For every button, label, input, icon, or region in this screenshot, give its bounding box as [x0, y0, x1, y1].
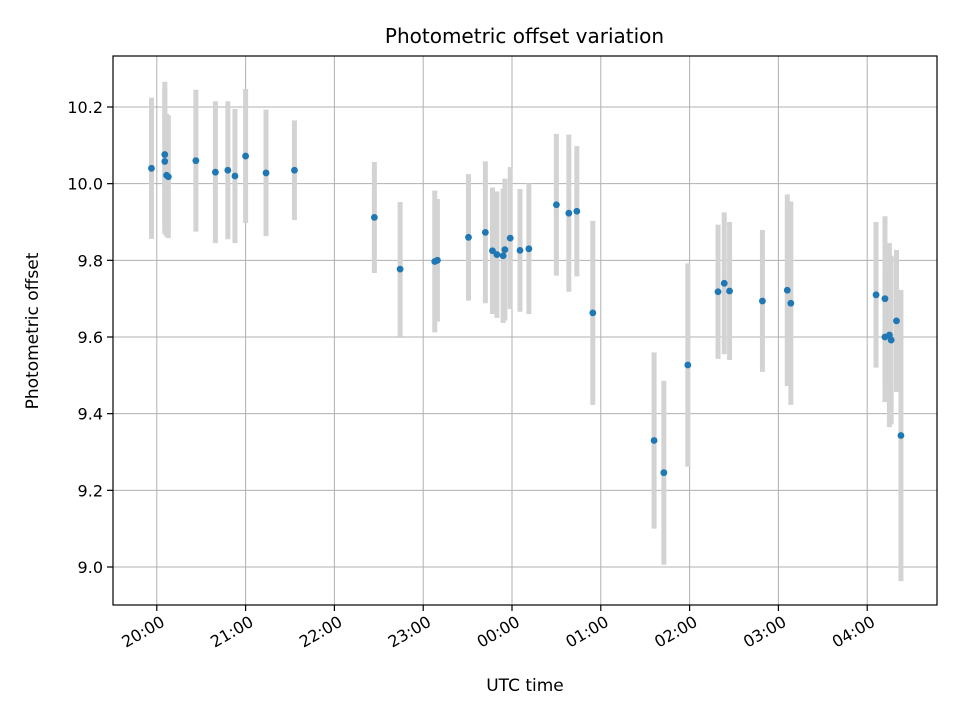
data-point — [893, 317, 900, 325]
data-point — [465, 233, 472, 241]
data-point — [231, 172, 239, 180]
data-point — [396, 265, 404, 273]
data-point — [212, 168, 219, 176]
data-point — [499, 252, 507, 260]
data-point — [489, 247, 496, 255]
data-point — [720, 279, 728, 287]
data-point — [881, 295, 889, 303]
chart-title: Photometric offset variation — [385, 24, 664, 48]
data-point — [481, 228, 489, 236]
data-point — [164, 173, 172, 181]
data-point — [161, 158, 169, 165]
data-point — [872, 291, 880, 299]
y-tick-label: 10.0 — [67, 175, 103, 194]
data-point — [726, 287, 733, 295]
data-point — [589, 309, 597, 317]
data-point — [224, 166, 232, 174]
plot-frame — [112, 55, 938, 606]
data-point — [291, 166, 298, 174]
data-point — [493, 251, 501, 258]
data-point — [434, 256, 441, 264]
data-point — [525, 245, 533, 253]
data-point — [573, 207, 581, 215]
data-point — [262, 169, 270, 177]
y-axis-label: Photometric offset — [23, 252, 43, 409]
data-point — [759, 297, 766, 305]
data-point — [650, 437, 658, 444]
data-point — [516, 246, 524, 254]
data-point — [897, 432, 905, 439]
data-point — [192, 157, 200, 165]
data-point — [242, 152, 250, 160]
x-axis-label: UTC time — [486, 676, 564, 696]
data-point — [660, 469, 668, 477]
data-point — [553, 201, 560, 209]
y-tick-label: 9.6 — [78, 328, 103, 347]
data-point — [787, 299, 795, 307]
data-points — [148, 151, 905, 477]
data-point — [161, 151, 169, 158]
data-point — [565, 209, 573, 217]
data-point — [506, 234, 514, 242]
data-point — [684, 361, 692, 369]
y-tick-label: 10.2 — [67, 98, 103, 117]
data-point — [714, 288, 722, 296]
y-axis: 9.0 9.2 9.4 9.6 9.8 10.0 10.2 — [67, 98, 113, 577]
data-point — [887, 336, 895, 344]
data-point — [501, 246, 509, 254]
y-tick-label: 9.8 — [78, 251, 103, 270]
y-tick-label: 9.4 — [78, 405, 103, 424]
grid — [113, 56, 937, 605]
data-point — [370, 214, 378, 221]
y-tick-label: 9.2 — [78, 481, 103, 500]
data-point — [148, 164, 155, 172]
data-point — [783, 286, 791, 294]
y-tick-label: 9.0 — [78, 558, 103, 577]
